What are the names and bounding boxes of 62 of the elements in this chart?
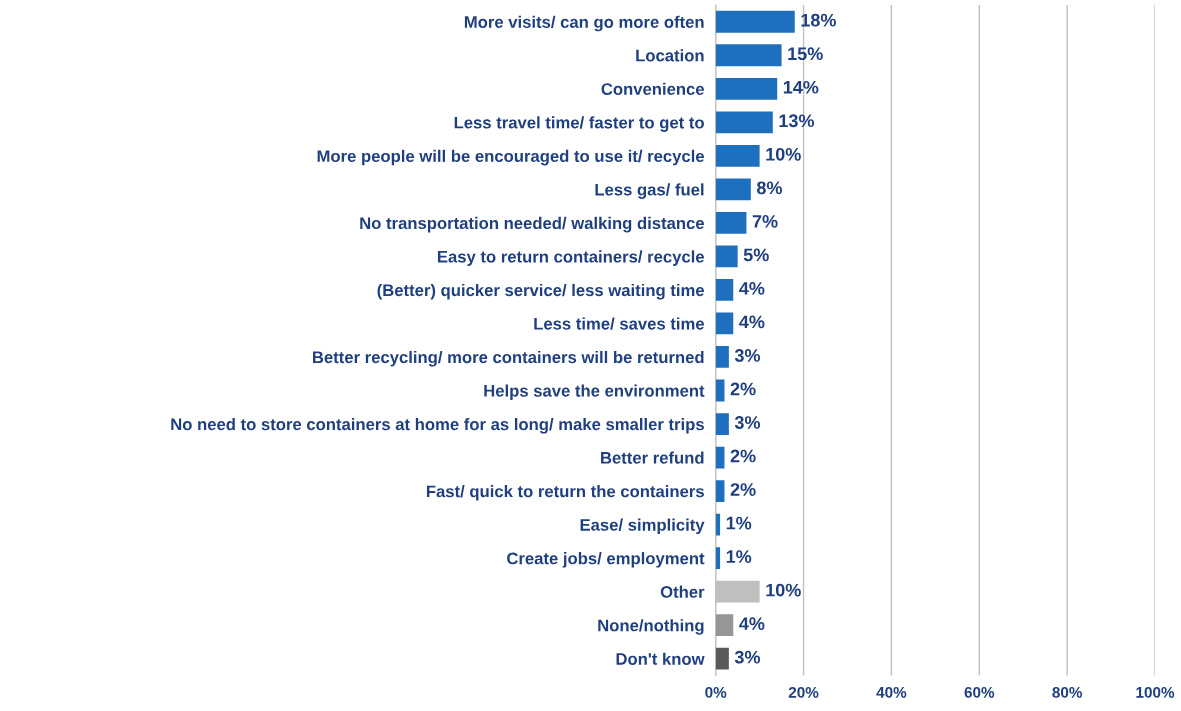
x-tick-label: 100%	[1136, 686, 1175, 698]
bar	[715, 547, 721, 570]
data-label: 15%	[788, 47, 823, 61]
y-tick-label: Less gas/ fuel	[595, 183, 704, 199]
bar	[715, 279, 734, 301]
y-tick-label: None/nothing	[598, 619, 704, 635]
data-label: 1%	[726, 516, 752, 530]
bar	[715, 346, 729, 368]
data-label: 13%	[779, 114, 815, 128]
y-tick-label: Less time/ saves time	[534, 317, 705, 330]
y-tick-label: Other	[660, 585, 705, 598]
bar	[715, 614, 734, 637]
data-label: 4%	[739, 315, 765, 329]
data-label: 8%	[756, 181, 783, 195]
data-label: 5%	[743, 248, 769, 262]
y-tick-label: Less travel time/ faster to get to	[454, 116, 704, 132]
data-label: 4%	[739, 282, 765, 295]
x-tick-label: 20%	[788, 686, 819, 698]
data-label: 2%	[730, 382, 756, 396]
bar	[715, 111, 773, 134]
y-tick-label: Better refund	[601, 451, 704, 464]
bar	[715, 312, 734, 335]
y-tick-label: Create jobs/ employment	[507, 552, 705, 568]
y-tick-label: Easy to return containers/ recycle	[438, 250, 705, 266]
y-tick-label: Helps save the environment	[484, 384, 705, 400]
data-label: 1%	[726, 550, 752, 563]
y-tick-label: Convenience	[601, 82, 705, 95]
x-tick-label: 80%	[1052, 686, 1083, 698]
bar	[715, 647, 729, 670]
y-tick-label: No transportation needed/ walking distance	[360, 216, 705, 233]
data-label: 4%	[739, 617, 765, 630]
data-label: 7%	[752, 214, 778, 228]
bar	[715, 211, 747, 234]
x-tick-label: 60%	[964, 686, 995, 698]
y-tick-label: Better recycling/ more containers will be returned	[313, 350, 704, 367]
y-tick-label: Don't know	[616, 652, 705, 665]
data-label: 10%	[766, 583, 801, 597]
bar	[715, 10, 795, 33]
bar	[715, 144, 760, 167]
y-tick-label: No need to store containers at home for as long/ make smaller trips	[171, 417, 704, 434]
y-tick-label: More visits/ can go more often	[464, 15, 704, 32]
y-tick-label: Ease/ simplicity	[580, 518, 705, 535]
y-tick-label: Location	[636, 49, 704, 62]
data-label: 3%	[734, 349, 761, 362]
x-tick-label: 40%	[876, 686, 907, 698]
bar	[715, 178, 751, 201]
data-label: 2%	[730, 483, 756, 496]
data-label: 10%	[766, 147, 801, 161]
bar	[715, 245, 738, 268]
bar	[715, 77, 778, 100]
data-label: 3%	[734, 650, 761, 664]
data-label: 14%	[783, 80, 819, 94]
data-label: 2%	[730, 449, 756, 463]
data-label: 18%	[801, 13, 836, 27]
x-tick-label: 0%	[705, 686, 727, 698]
bar	[715, 44, 782, 67]
bar	[715, 480, 725, 502]
data-label: 3%	[734, 416, 761, 429]
bar	[715, 413, 729, 435]
y-tick-label: (Better) quicker service/ less waiting time	[377, 283, 705, 300]
y-tick-label: Fast/ quick to return the containers	[426, 485, 704, 501]
y-tick-label: More people will be encouraged to use it/ recycle	[317, 149, 705, 166]
